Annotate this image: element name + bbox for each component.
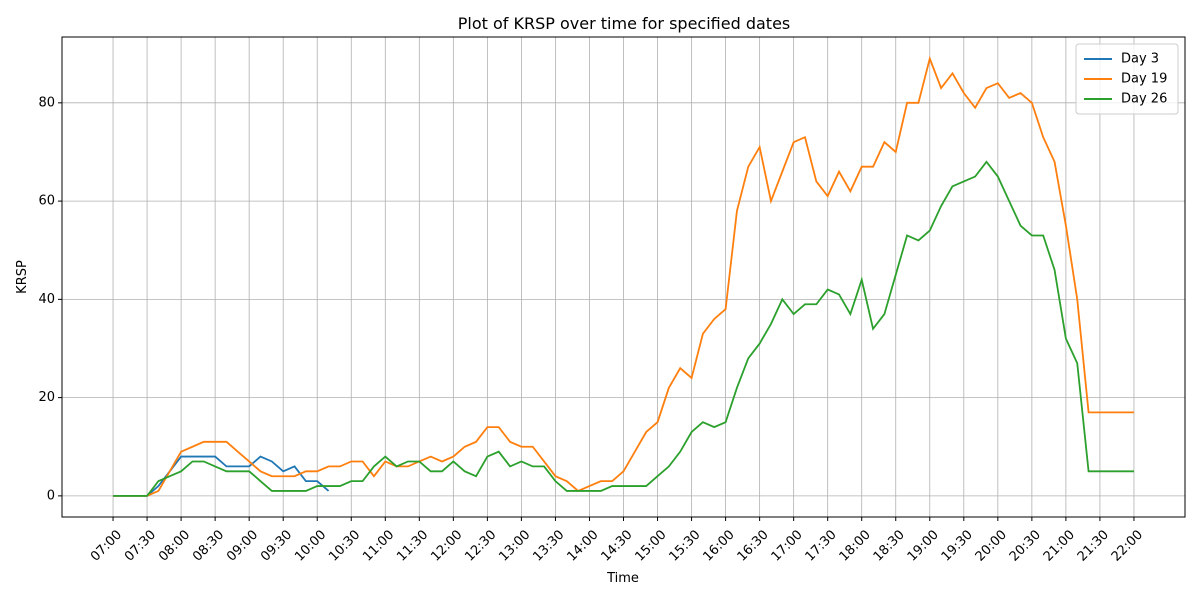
x-tick-label: 18:00 <box>837 527 874 564</box>
series-line <box>113 160 1134 497</box>
legend-label: Day 19 <box>1121 72 1167 87</box>
y-tick-label: 20 <box>38 390 55 405</box>
x-tick-label: 22:00 <box>1109 527 1146 564</box>
x-tick-label: 10:00 <box>292 527 329 564</box>
chart-title: Plot of KRSP over time for specified dat… <box>458 14 791 33</box>
x-tick-label: 09:30 <box>258 527 295 564</box>
x-tick-label: 14:30 <box>598 527 635 564</box>
x-tick-label: 13:00 <box>496 527 533 564</box>
legend-box <box>1075 43 1179 115</box>
x-tick-label: 20:30 <box>1007 527 1044 564</box>
y-axis-label: KRSP <box>15 260 30 294</box>
y-tick-label: 80 <box>38 95 55 110</box>
x-tick-label: 16:30 <box>735 527 772 564</box>
x-tick-label: 10:30 <box>326 527 363 564</box>
x-tick-label: 11:30 <box>394 527 431 564</box>
x-tick-label: 08:30 <box>190 527 227 564</box>
x-tick-label: 07:00 <box>88 527 125 564</box>
x-tick-label: 12:00 <box>428 527 465 564</box>
x-tick-label: 14:00 <box>564 527 601 564</box>
x-tick-label: 21:30 <box>1075 527 1112 564</box>
x-tick-label: 07:30 <box>122 527 159 564</box>
y-tick-label: 40 <box>38 292 55 307</box>
x-tick-label: 18:30 <box>871 527 908 564</box>
y-tick-label: 60 <box>38 194 55 209</box>
x-axis-label: Time <box>606 571 639 586</box>
x-tick-label: 17:30 <box>803 527 840 564</box>
x-tick-label: 16:00 <box>701 527 738 564</box>
x-tick-label: 15:30 <box>667 527 704 564</box>
x-tick-label: 19:00 <box>905 527 942 564</box>
x-tick-label: 12:30 <box>462 527 499 564</box>
x-tick-label: 09:00 <box>224 527 261 564</box>
x-tick-label: 11:00 <box>360 527 397 564</box>
plot-frame <box>61 36 1186 518</box>
legend: Day 3 Day 19 Day 26 <box>1075 43 1179 115</box>
x-tick-label: 20:00 <box>973 527 1010 564</box>
x-tick-label: 13:30 <box>530 527 567 564</box>
series-line <box>113 55 1134 497</box>
x-tick-label: 21:00 <box>1041 527 1078 564</box>
x-tick-label: 17:00 <box>769 527 806 564</box>
y-tick-label: 0 <box>47 488 55 503</box>
x-tick-label: 19:30 <box>939 527 976 564</box>
x-tick-label: 08:00 <box>156 527 193 564</box>
legend-label: Day 26 <box>1121 92 1167 107</box>
x-tick-label: 15:00 <box>632 527 669 564</box>
legend-label: Day 3 <box>1121 52 1159 67</box>
